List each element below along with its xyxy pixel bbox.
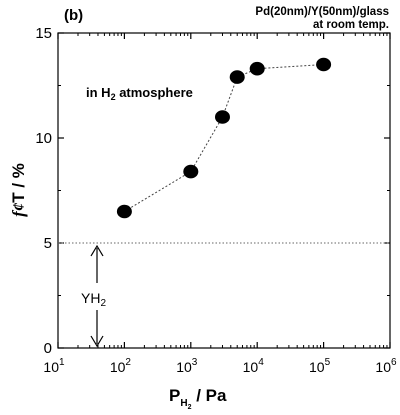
data-point	[316, 57, 332, 72]
series-points	[116, 57, 332, 219]
x-tick-exponent: 6	[391, 357, 397, 368]
x-axis-label-p: P	[169, 386, 180, 405]
annotation-suffix: atmosphere	[116, 85, 193, 100]
yh2-label-sub: 2	[100, 298, 106, 309]
data-point	[116, 204, 132, 219]
x-axis-label-rest: / Pa	[191, 386, 227, 405]
x-axis-label: PH2 / Pa	[169, 386, 227, 411]
series-connector-line	[124, 64, 324, 212]
yh2-arrow	[90, 244, 104, 348]
sample-label-line1: Pd(20nm)/Y(50nm)/glass	[255, 6, 389, 18]
x-tick-base: 10	[176, 359, 192, 375]
x-tick-label: 102	[110, 357, 132, 375]
y-axis-label: f¢T / %	[9, 163, 28, 217]
yh2-label: YH2	[81, 290, 106, 309]
sample-label-line2: at room temp.	[313, 19, 389, 31]
x-tick-base: 10	[309, 359, 325, 375]
yh2-arrow-head-up	[90, 244, 104, 257]
x-tick-exponent: 5	[325, 357, 331, 368]
x-tick-base: 10	[43, 359, 59, 375]
yh2-label-main: YH	[81, 290, 100, 306]
plot-frame	[57, 32, 391, 349]
y-axis-label-c: ¢	[9, 202, 28, 211]
x-tick-base: 10	[375, 359, 391, 375]
x-tick-label: 106	[375, 357, 397, 375]
y-axis-label-f: f	[9, 209, 28, 217]
y-tick-label: 5	[44, 235, 52, 252]
x-tick-exponent: 4	[258, 357, 264, 368]
annotation-prefix: in H	[86, 85, 111, 100]
x-tick-label: 103	[176, 357, 198, 375]
y-tick-label: 0	[44, 340, 52, 357]
y-tick-label: 15	[35, 25, 52, 42]
x-axis-label-sub: H	[180, 398, 187, 409]
x-tick-base: 10	[110, 359, 126, 375]
x-tick-label: 101	[43, 357, 65, 375]
annotation-sub: 2	[111, 92, 116, 102]
yh2-arrow-head-down	[90, 335, 104, 348]
x-tick-label: 104	[243, 357, 265, 375]
data-point	[229, 70, 245, 84]
x-tick-exponent: 2	[125, 357, 131, 368]
y-tick-label: 10	[35, 130, 52, 147]
panel-label: (b)	[64, 7, 83, 24]
annotation-h2-atmosphere: in H2 atmosphere	[86, 85, 193, 102]
y-ticks-group: 0 5 10 15	[35, 25, 390, 357]
x-tick-exponent: 1	[59, 357, 65, 368]
data-point	[214, 110, 230, 124]
x-axis-label-subsub: 2	[188, 404, 192, 411]
x-tick-label: 105	[309, 357, 331, 375]
y-axis-label-rest: T / %	[9, 163, 28, 203]
data-point	[249, 61, 265, 76]
x-tick-exponent: 3	[192, 357, 198, 368]
x-tick-base: 10	[243, 359, 259, 375]
data-point	[183, 164, 199, 179]
